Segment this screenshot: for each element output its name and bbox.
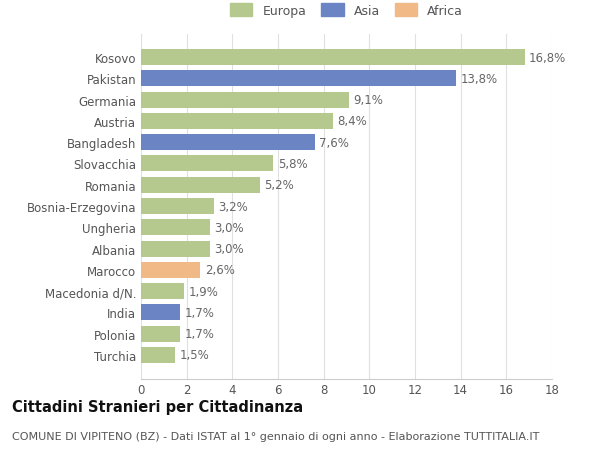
Text: 2,6%: 2,6%: [205, 264, 235, 277]
Text: 1,7%: 1,7%: [184, 306, 214, 319]
Bar: [141, 114, 333, 129]
Bar: [141, 50, 524, 66]
Text: 16,8%: 16,8%: [529, 51, 566, 65]
Text: Cittadini Stranieri per Cittadinanza: Cittadini Stranieri per Cittadinanza: [12, 399, 303, 414]
Bar: [141, 347, 175, 363]
Text: 3,2%: 3,2%: [218, 200, 248, 213]
Bar: [141, 71, 456, 87]
Text: 3,0%: 3,0%: [214, 221, 244, 234]
Bar: [141, 326, 180, 342]
Bar: [141, 177, 260, 193]
Legend: Europa, Asia, Africa: Europa, Asia, Africa: [226, 0, 467, 21]
Bar: [141, 305, 180, 320]
Text: 1,7%: 1,7%: [184, 327, 214, 340]
Bar: [141, 241, 209, 257]
Text: 7,6%: 7,6%: [319, 136, 349, 149]
Bar: [141, 284, 184, 299]
Text: 8,4%: 8,4%: [337, 115, 367, 128]
Text: 5,8%: 5,8%: [278, 157, 308, 171]
Bar: [141, 262, 200, 278]
Text: 9,1%: 9,1%: [353, 94, 383, 107]
Text: 13,8%: 13,8%: [461, 73, 498, 86]
Bar: [141, 220, 209, 236]
Bar: [141, 93, 349, 108]
Text: 1,5%: 1,5%: [180, 348, 209, 362]
Bar: [141, 135, 314, 151]
Text: 1,9%: 1,9%: [189, 285, 219, 298]
Text: 3,0%: 3,0%: [214, 242, 244, 256]
Bar: [141, 199, 214, 214]
Text: COMUNE DI VIPITENO (BZ) - Dati ISTAT al 1° gennaio di ogni anno - Elaborazione T: COMUNE DI VIPITENO (BZ) - Dati ISTAT al …: [12, 431, 539, 442]
Text: 5,2%: 5,2%: [265, 179, 294, 192]
Bar: [141, 156, 274, 172]
